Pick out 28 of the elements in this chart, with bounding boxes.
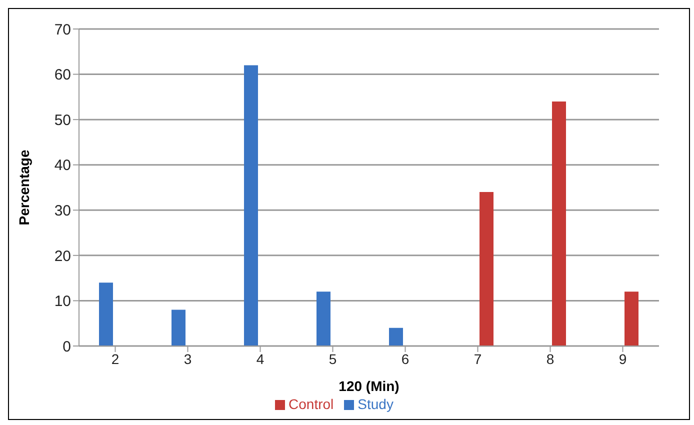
bar bbox=[624, 292, 638, 346]
bar bbox=[172, 310, 186, 346]
bar bbox=[316, 292, 330, 346]
y-tick-label: 40 bbox=[54, 157, 71, 174]
y-tick-label: 60 bbox=[54, 66, 71, 84]
y-tick-label: 30 bbox=[54, 202, 71, 220]
bar bbox=[244, 65, 258, 346]
y-axis-title: Percentage bbox=[16, 150, 32, 226]
legend-label: Study bbox=[358, 396, 394, 412]
y-tick-label: 10 bbox=[54, 293, 71, 310]
x-tick-label: 7 bbox=[474, 350, 482, 367]
x-tick-label: 6 bbox=[401, 350, 410, 367]
bar bbox=[389, 328, 403, 346]
x-tick-label: 9 bbox=[618, 350, 627, 367]
x-tick-label: 3 bbox=[184, 350, 192, 367]
y-tick-label: 20 bbox=[54, 248, 71, 265]
bar bbox=[480, 192, 494, 346]
bar bbox=[99, 282, 113, 346]
bar bbox=[552, 101, 566, 346]
x-axis-title: 120 (Min) bbox=[338, 378, 400, 394]
y-tick-label: 50 bbox=[54, 112, 71, 129]
x-tick-label: 4 bbox=[256, 350, 264, 367]
x-tick-label: 5 bbox=[328, 350, 337, 367]
x-tick-label: 2 bbox=[111, 350, 120, 367]
x-tick-label: 8 bbox=[546, 350, 554, 367]
y-tick-label: 0 bbox=[62, 338, 71, 356]
legend-label: Control bbox=[288, 396, 334, 412]
y-tick-label: 70 bbox=[54, 21, 71, 38]
